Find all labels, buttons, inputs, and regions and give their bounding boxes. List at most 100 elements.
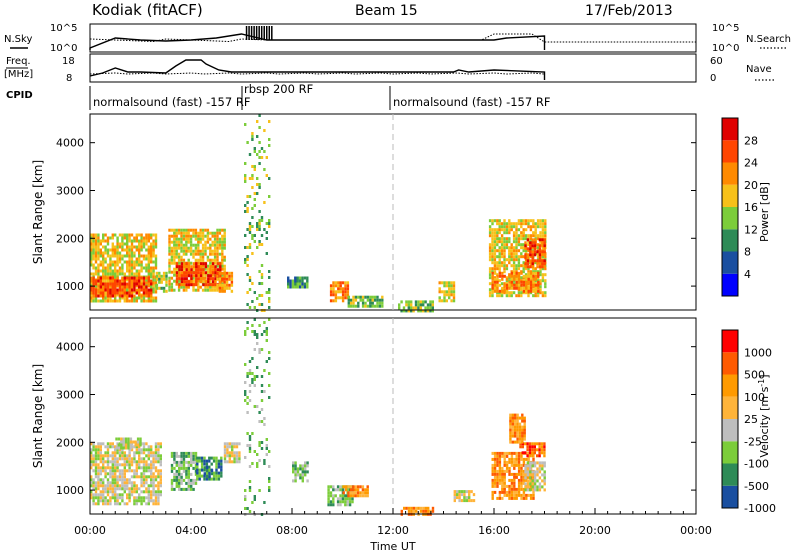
heatmap-cell-0 [154,242,158,246]
heatmap-cell-5 [231,460,234,464]
heatmap-cell-14 [531,256,534,260]
heatmap-cell-13 [529,283,533,287]
heatmap-cell-2 [175,469,178,473]
heatmap-cell-0 [157,484,160,488]
heatmap-cell-8 [339,488,342,492]
heatmap-cell-7 [296,279,299,283]
heatmap-cell-1 [132,440,135,444]
heatmap-cell-0 [104,299,107,303]
heatmap-cell-3 [203,459,206,463]
heatmap-cell-0 [94,245,98,249]
heatmap-cell-2 [178,463,181,467]
heatmap-cell-3 [201,228,205,232]
heatmap-cell-3 [187,237,190,241]
heatmap-cell-10 [405,300,408,304]
heatmap-cell-3 [173,231,176,235]
heatmap-cell-4 [187,283,191,287]
heatmap-cell-5 [221,277,224,281]
heatmap-cell-13 [534,277,538,281]
heatmap-cell-1 [102,276,105,280]
heatmap-cell-13 [524,442,527,446]
heatmap-cell-8 [329,500,333,504]
heatmap-cell-14 [529,250,532,254]
heatmap-cell-8 [346,290,350,294]
heatmap-cell-0 [130,460,134,464]
heatmap-cell-13 [515,271,518,275]
heatmap-cell-4 [209,277,212,281]
heatmap-cell-3 [206,270,210,274]
heatmap-cell-3 [177,288,181,292]
heatmap-cell-3 [211,273,214,277]
heatmap-cell-0 [152,478,155,482]
heatmap-cell-0 [97,451,100,455]
heatmap-cell-0 [159,481,162,485]
heatmap-cell-0 [152,242,155,246]
heatmap-cell-9 [357,295,360,299]
heatmap-cell-0 [111,251,114,255]
heatmap-cell-0 [106,296,110,300]
heatmap-cell-2 [178,469,181,473]
heatmap-cell-13 [491,283,494,287]
heatmap-cell-7 [296,285,299,289]
heatmap-cell-0 [104,454,107,458]
heatmap-cell-0 [114,460,117,464]
heatmap-cell-6 [265,291,268,294]
heatmap-cell-2 [180,475,183,479]
heatmap-cell-12 [532,490,535,494]
heatmap-cell-11 [452,281,456,285]
heatmap-cell-2 [160,280,163,284]
heatmap-cell-6 [248,384,252,387]
heatmap-cell-11 [443,296,446,300]
heatmap-cell-3 [173,243,176,247]
heatmap-cell-12 [498,481,502,485]
heatmap-cell-3 [170,228,174,232]
heatmap-cell-13 [534,271,538,275]
heatmap-cell-3 [168,258,171,262]
heatmap-cell-12 [513,481,516,485]
heatmap-cell-0 [97,493,100,497]
heatmap-cell-11 [470,490,473,494]
heatmap-cell-12 [488,234,492,238]
heatmap-cell-7 [301,473,304,477]
heatmap-cell-14 [533,250,537,254]
heatmap-cell-2 [187,454,190,458]
heatmap-cell-2 [194,451,198,455]
heatmap-cell-11 [448,287,451,291]
heatmap-cell-6 [248,288,252,291]
heatmap-cell-3 [197,243,200,247]
heatmap-cell-1 [90,276,93,280]
heatmap-cell-9 [366,298,370,302]
heatmap-cell-8 [337,284,340,288]
heatmap-cell-10 [431,306,434,310]
heatmap-cell-0 [157,454,160,458]
heatmap-cell-8 [332,497,335,501]
heatmap-cell-10 [419,509,423,513]
heatmap-cell-13 [491,280,494,284]
heatmap-cell-2 [194,457,198,461]
heatmap-cell-14 [529,259,532,263]
heatmap-cell-0 [135,499,138,503]
heatmap-cell-12 [527,475,530,479]
heatmap-cell-12 [488,225,492,229]
heatmap-cell-8 [346,293,350,297]
heatmap-cell-10 [415,506,418,510]
heatmap-cell-6 [246,444,249,447]
heatmap-cell-0 [128,257,131,261]
heatmap-cell-13 [533,451,536,455]
heatmap-cell-1 [116,276,119,280]
heatmap-cell-0 [150,275,153,279]
heatmap-cell-15 [511,425,514,429]
heatmap-cell-13 [543,445,546,449]
heatmap-cell-14 [533,488,537,492]
heatmap-cell-1 [109,276,112,280]
heatmap-cell-0 [121,457,124,461]
heatmap-cell-0 [135,245,138,249]
heatmap-cell-3 [221,234,224,238]
heatmap-cell-11 [450,293,453,297]
heatmap-cell-3 [206,234,210,238]
heatmap-cell-14 [524,470,527,474]
heatmap-cell-6 [265,327,268,330]
heatmap-cell-0 [145,481,148,485]
heatmap-cell-0 [147,299,150,303]
heatmap-cell-4 [190,271,193,275]
